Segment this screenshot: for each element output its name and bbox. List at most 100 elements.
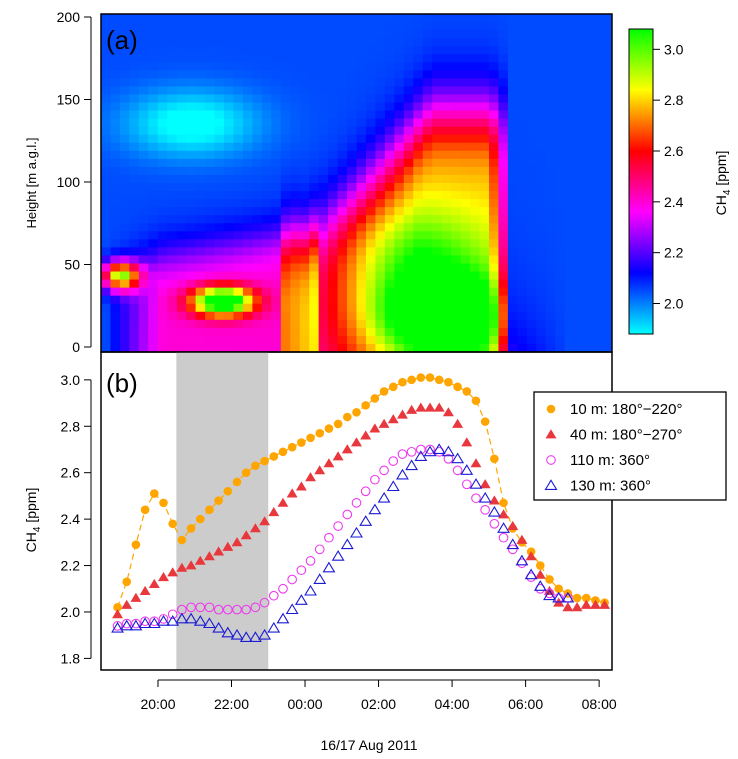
heatmap-cell	[309, 158, 320, 168]
heatmap-cell	[507, 46, 518, 55]
heatmap-cell	[129, 126, 140, 136]
heatmap-cell	[422, 134, 433, 144]
heatmap-cell	[451, 158, 462, 168]
heatmap-cell	[148, 46, 159, 55]
heatmap-cell	[205, 183, 216, 192]
heatmap-cell	[422, 287, 433, 297]
heatmap-cell	[157, 46, 168, 55]
heatmap-cell	[148, 287, 159, 297]
heatmap-cell	[138, 150, 149, 160]
heatmap-cell	[214, 247, 225, 257]
heatmap-cell	[337, 191, 348, 200]
heatmap-cell	[271, 279, 282, 289]
data-point	[370, 394, 380, 403]
heatmap-cell	[517, 255, 528, 265]
heatmap-cell	[186, 158, 197, 168]
heatmap-cell	[176, 311, 187, 321]
heatmap-cell	[517, 327, 528, 337]
heatmap-cell	[488, 303, 500, 313]
heatmap-cell	[205, 70, 216, 79]
heatmap-cell	[536, 215, 547, 224]
heatmap-cell	[441, 166, 452, 176]
heatmap-cell	[470, 94, 481, 104]
heatmap-cell	[470, 150, 481, 160]
heatmap-cell	[451, 22, 462, 31]
data-point	[195, 602, 206, 613]
heatmap-cell	[526, 191, 537, 200]
data-point	[121, 599, 133, 609]
heatmap-cell	[252, 166, 263, 176]
heatmap-cell	[299, 30, 310, 39]
heatmap-cell	[555, 70, 566, 79]
heatmap-cell	[536, 118, 547, 128]
heatmap-cell	[233, 54, 244, 63]
data-point	[176, 562, 188, 572]
heatmap-cell	[517, 86, 528, 96]
heatmap-cell	[403, 231, 414, 240]
heatmap-cell	[101, 38, 112, 47]
heatmap-cell	[413, 207, 424, 216]
data-point	[306, 433, 315, 443]
heatmap-cell	[242, 142, 253, 152]
data-point	[159, 498, 168, 508]
heatmap-cell	[441, 86, 452, 96]
heatmap-cell	[451, 279, 462, 289]
heatmap-cell	[157, 70, 168, 79]
heatmap-cell	[413, 279, 424, 289]
heatmap-cell	[347, 158, 358, 168]
heatmap-cell	[375, 110, 386, 120]
heatmap-cell	[214, 199, 225, 208]
heatmap-cell	[555, 110, 566, 120]
heatmap-cell	[384, 191, 395, 200]
heatmap-cell	[526, 303, 537, 313]
data-point	[425, 444, 435, 455]
heatmap-cell	[498, 239, 509, 248]
heatmap-cell	[337, 263, 348, 273]
heatmap-cell	[460, 118, 471, 128]
heatmap-cell	[157, 279, 168, 289]
heatmap-cell	[365, 287, 377, 297]
heatmap-cell	[337, 319, 348, 329]
heatmap-cell	[242, 231, 253, 240]
heatmap-cell	[564, 311, 575, 321]
heatmap-cell	[252, 343, 263, 352]
heatmap-cell	[271, 215, 282, 224]
heatmap-cell	[280, 174, 291, 184]
data-point	[287, 442, 297, 452]
data-point	[313, 573, 327, 584]
heatmap-cell	[271, 62, 282, 71]
heatmap-cell	[432, 279, 443, 289]
heatmap-cell	[574, 38, 585, 47]
heatmap-cell	[119, 199, 130, 208]
heatmap-cell	[545, 199, 556, 208]
heatmap-cell	[148, 94, 159, 104]
heatmap-cell	[224, 327, 235, 337]
heatmap-cell	[101, 134, 112, 144]
heatmap-cell	[138, 62, 149, 71]
heatmap-cell	[479, 263, 490, 273]
heatmap-cell	[186, 14, 197, 23]
heatmap-cell	[526, 183, 537, 192]
heatmap-cell	[148, 118, 159, 128]
heatmap-cell	[214, 86, 225, 96]
heatmap-cell	[536, 46, 547, 55]
heatmap-cell	[157, 343, 168, 352]
heatmap-cell	[309, 102, 320, 112]
heatmap-cell	[403, 158, 414, 168]
heatmap-cell	[394, 70, 405, 79]
heatmap-cell	[347, 335, 358, 345]
heatmap-cell	[574, 319, 585, 329]
heatmap-cell	[470, 255, 481, 265]
heatmap-cell	[470, 199, 481, 208]
heatmap-cell	[451, 86, 462, 96]
heatmap-cell	[555, 303, 566, 313]
heatmap-cell	[365, 191, 377, 200]
data-point	[461, 479, 472, 490]
heatmap-cell	[488, 263, 500, 273]
heatmap-cell	[555, 150, 566, 160]
heatmap-cell	[432, 110, 443, 120]
heatmap-cell	[271, 38, 282, 47]
heatmap-cell	[488, 271, 500, 281]
heatmap-cell	[602, 311, 612, 321]
heatmap-cell	[271, 150, 282, 160]
